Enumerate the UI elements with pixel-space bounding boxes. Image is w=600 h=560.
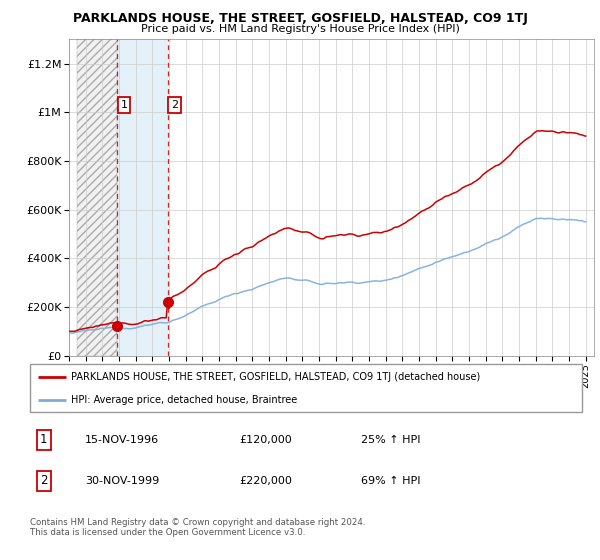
Text: 1: 1 bbox=[40, 433, 47, 446]
Bar bbox=[77, 39, 117, 356]
Text: PARKLANDS HOUSE, THE STREET, GOSFIELD, HALSTEAD, CO9 1TJ (detached house): PARKLANDS HOUSE, THE STREET, GOSFIELD, H… bbox=[71, 372, 481, 382]
Text: 25% ↑ HPI: 25% ↑ HPI bbox=[361, 435, 421, 445]
Text: 2: 2 bbox=[171, 100, 178, 110]
Text: 2: 2 bbox=[40, 474, 47, 487]
Bar bbox=[77, 39, 117, 356]
Text: PARKLANDS HOUSE, THE STREET, GOSFIELD, HALSTEAD, CO9 1TJ: PARKLANDS HOUSE, THE STREET, GOSFIELD, H… bbox=[73, 12, 527, 25]
Text: £120,000: £120,000 bbox=[240, 435, 293, 445]
Text: 69% ↑ HPI: 69% ↑ HPI bbox=[361, 476, 421, 486]
Text: HPI: Average price, detached house, Braintree: HPI: Average price, detached house, Brai… bbox=[71, 395, 298, 405]
Text: Price paid vs. HM Land Registry's House Price Index (HPI): Price paid vs. HM Land Registry's House … bbox=[140, 24, 460, 34]
Text: 15-NOV-1996: 15-NOV-1996 bbox=[85, 435, 160, 445]
Text: 30-NOV-1999: 30-NOV-1999 bbox=[85, 476, 160, 486]
Text: £220,000: £220,000 bbox=[240, 476, 293, 486]
Bar bbox=[117, 39, 167, 356]
Text: Contains HM Land Registry data © Crown copyright and database right 2024.
This d: Contains HM Land Registry data © Crown c… bbox=[30, 518, 365, 538]
Text: 1: 1 bbox=[121, 100, 127, 110]
